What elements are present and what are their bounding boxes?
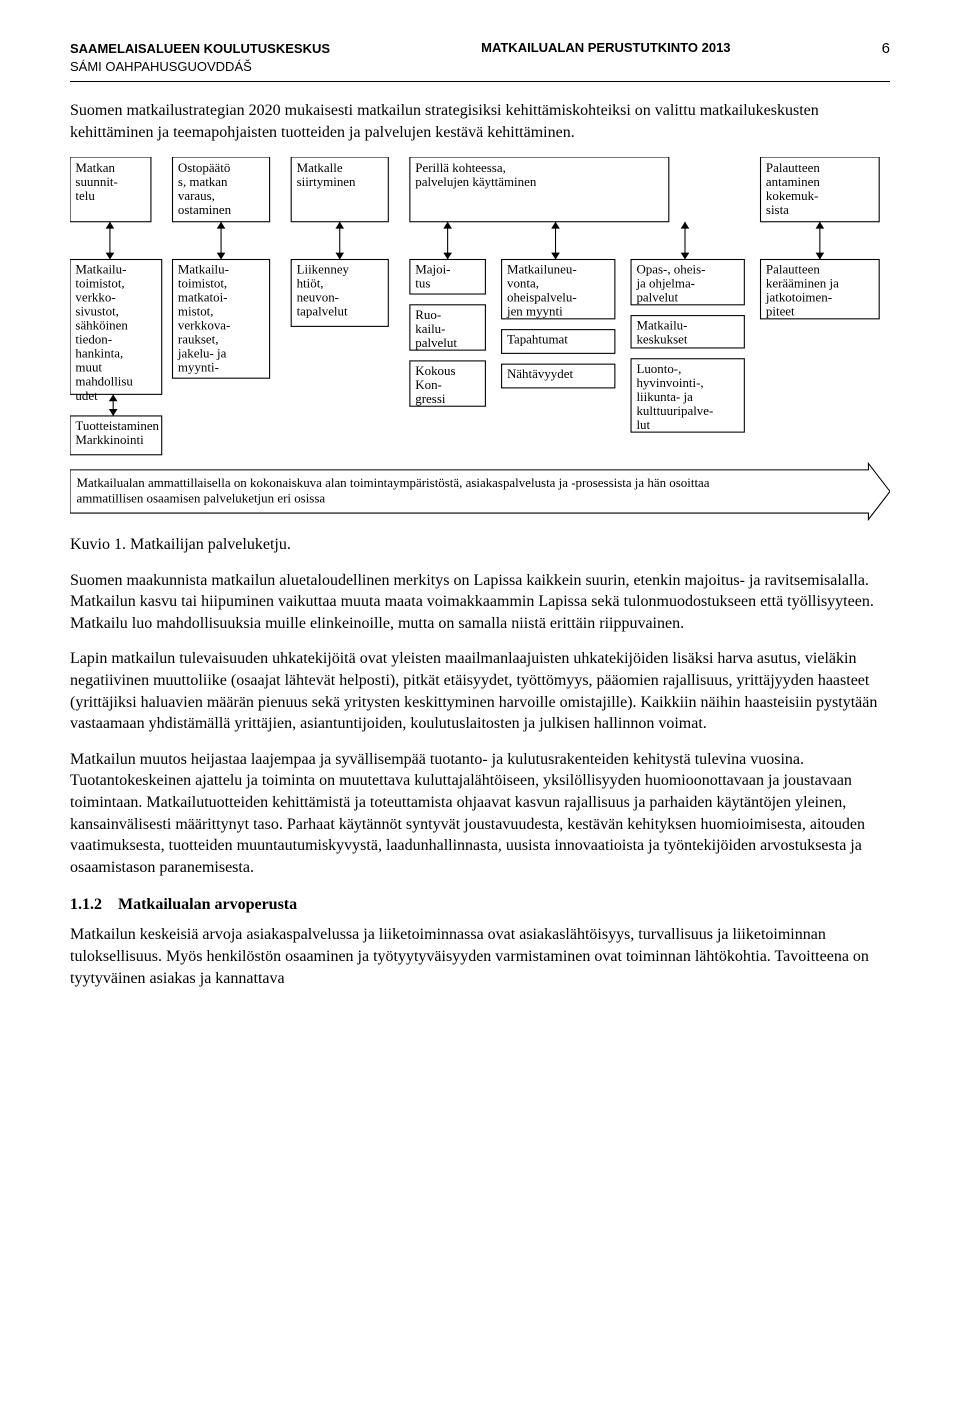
svg-text:palvelut: palvelut: [415, 335, 457, 350]
svg-text:Matkalle: Matkalle: [297, 160, 343, 175]
intro-paragraph: Suomen matkailustrategian 2020 mukaisest…: [70, 100, 890, 143]
svg-text:htiöt,: htiöt,: [297, 276, 324, 291]
svg-text:jen myynti: jen myynti: [506, 304, 563, 319]
svg-text:neuvon-: neuvon-: [297, 290, 339, 305]
header-org: SAAMELAISALUEEN KOULUTUSKESKUS SÁMI OAHP…: [70, 40, 330, 75]
svg-text:sähköinen: sähköinen: [75, 318, 128, 333]
svg-text:Luonto-,: Luonto-,: [636, 361, 681, 376]
svg-text:jakelu- ja: jakelu- ja: [177, 346, 227, 361]
svg-text:verkkova-: verkkova-: [178, 318, 230, 333]
svg-text:s, matkan: s, matkan: [178, 174, 228, 189]
svg-text:hankinta,: hankinta,: [75, 346, 123, 361]
svg-text:piteet: piteet: [766, 304, 795, 319]
header-title: MATKAILUALAN PERUSTUTKINTO 2013: [481, 40, 730, 55]
svg-text:ammatillisen osaamisen palvelu: ammatillisen osaamisen palveluketjun eri…: [76, 491, 325, 506]
svg-text:antaminen: antaminen: [766, 174, 820, 189]
section-title: Matkailualan arvoperusta: [118, 896, 297, 913]
figure-caption: Kuvio 1. Matkailijan palveluketju.: [70, 534, 890, 556]
palveluketju-diagram: Matkansuunnit-telu Ostopäätös, matkanvara…: [70, 157, 890, 524]
svg-text:Opas-, oheis-: Opas-, oheis-: [636, 262, 705, 277]
svg-text:vonta,: vonta,: [507, 276, 539, 291]
svg-text:Tuotteistaminen: Tuotteistaminen: [75, 418, 159, 433]
svg-text:oheispalvelu-: oheispalvelu-: [507, 290, 577, 305]
svg-text:tapalvelut: tapalvelut: [297, 304, 348, 319]
svg-text:muut: muut: [75, 360, 102, 375]
svg-text:sista: sista: [766, 202, 789, 217]
svg-text:telu: telu: [75, 188, 95, 203]
svg-text:Perillä kohteessa,: Perillä kohteessa,: [415, 160, 506, 175]
page-number: 6: [882, 40, 890, 57]
svg-text:Tapahtumat: Tapahtumat: [507, 332, 568, 347]
page-header: SAAMELAISALUEEN KOULUTUSKESKUS SÁMI OAHP…: [70, 40, 890, 75]
svg-text:Majoi-: Majoi-: [415, 262, 450, 277]
paragraph-2: Suomen maakunnista matkailun aluetaloude…: [70, 570, 890, 635]
svg-text:gressi: gressi: [415, 391, 446, 406]
svg-text:siirtyminen: siirtyminen: [297, 174, 356, 189]
org-line2: SÁMI OAHPAHUSGUOVDDÁŠ: [70, 58, 330, 76]
svg-text:lut: lut: [636, 417, 650, 432]
svg-text:Liikenney: Liikenney: [297, 262, 350, 277]
svg-text:suunnit-: suunnit-: [75, 174, 117, 189]
svg-text:Matkailu-: Matkailu-: [75, 262, 126, 277]
svg-text:udet: udet: [75, 388, 98, 403]
paragraph-5: Matkailun keskeisiä arvoja asiakaspalvel…: [70, 924, 890, 989]
paragraph-4: Matkailun muutos heijastaa laajempaa ja …: [70, 749, 890, 879]
svg-text:palvelut: palvelut: [636, 290, 678, 305]
svg-text:Matkailualan ammattillaisella: Matkailualan ammattillaisella on kokonai…: [76, 475, 709, 490]
svg-text:hyvinvointi-,: hyvinvointi-,: [636, 375, 703, 390]
svg-text:ja ohjelma-: ja ohjelma-: [635, 276, 695, 291]
svg-text:toimistot,: toimistot,: [75, 276, 124, 291]
svg-text:Matkan: Matkan: [75, 160, 115, 175]
header-rule: [70, 81, 890, 82]
svg-text:matkatoi-: matkatoi-: [178, 290, 228, 305]
svg-text:raukset,: raukset,: [178, 332, 219, 347]
svg-text:tiedon-: tiedon-: [75, 332, 112, 347]
svg-text:Palautteen: Palautteen: [766, 160, 820, 175]
paragraph-3: Lapin matkailun tulevaisuuden uhkatekijö…: [70, 648, 890, 734]
svg-text:Ruo-: Ruo-: [415, 307, 441, 322]
svg-text:mistot,: mistot,: [178, 304, 214, 319]
svg-text:Kon-: Kon-: [415, 377, 442, 392]
svg-text:kailu-: kailu-: [415, 321, 445, 336]
svg-text:mahdollisu: mahdollisu: [75, 374, 133, 389]
svg-text:palvelujen käyttäminen: palvelujen käyttäminen: [415, 174, 537, 189]
svg-text:tus: tus: [415, 276, 430, 291]
svg-text:keskukset: keskukset: [636, 332, 687, 347]
svg-text:Markkinointi: Markkinointi: [75, 432, 144, 447]
svg-text:kokemuk-: kokemuk-: [766, 188, 818, 203]
svg-text:Nähtävyydet: Nähtävyydet: [507, 366, 574, 381]
svg-text:kulttuuripalve-: kulttuuripalve-: [636, 403, 713, 418]
svg-text:Kokous: Kokous: [415, 363, 455, 378]
section-heading: 1.1.2 Matkailualan arvoperusta: [70, 896, 890, 914]
svg-text:kerääminen ja: kerääminen ja: [766, 276, 839, 291]
svg-text:varaus,: varaus,: [178, 188, 215, 203]
section-number: 1.1.2: [70, 896, 102, 913]
svg-text:Palautteen: Palautteen: [766, 262, 820, 277]
svg-text:jatkotoimen-: jatkotoimen-: [765, 290, 832, 305]
svg-text:myynti-: myynti-: [178, 360, 219, 375]
svg-text:Matkailu-: Matkailu-: [636, 318, 687, 333]
svg-text:Ostopäätö: Ostopäätö: [178, 160, 230, 175]
svg-text:ostaminen: ostaminen: [178, 202, 232, 217]
svg-text:liikunta- ja: liikunta- ja: [636, 389, 693, 404]
svg-text:Matkailu-: Matkailu-: [178, 262, 229, 277]
diagram-svg: Matkansuunnit-telu Ostopäätös, matkanvara…: [70, 157, 890, 524]
svg-text:Matkailuneu-: Matkailuneu-: [507, 262, 577, 277]
svg-text:sivustot,: sivustot,: [75, 304, 119, 319]
svg-text:toimistot,: toimistot,: [178, 276, 227, 291]
org-line1: SAAMELAISALUEEN KOULUTUSKESKUS: [70, 40, 330, 58]
svg-text:verkko-: verkko-: [75, 290, 115, 305]
